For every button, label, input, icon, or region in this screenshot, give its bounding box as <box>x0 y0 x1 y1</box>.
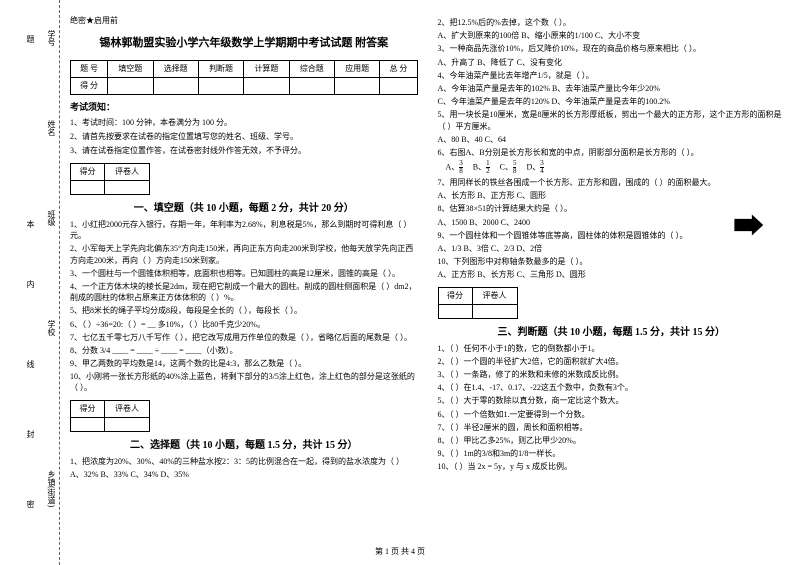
q2-1-opts: A、32% B、33% C、34% D、35% <box>70 469 418 480</box>
q1-7: 7、七亿五千零七万八千写作（ ），把它改写成用万作单位的数是（ ），省略亿后面的… <box>70 332 418 343</box>
th-5: 综合题 <box>289 60 334 77</box>
gutter-mark-2: 内 <box>25 280 36 288</box>
q2-3: 3、一种商品先涨价10%，后又降价10%，现在的商品价格与原来相比（ ）。 <box>438 43 786 54</box>
q2-5: 5、用一块长是10厘米，宽是8厘米的长方形厚纸板，剪出一个最大的正方形，这个正方… <box>438 109 786 131</box>
section-2-title: 二、选择题（共 10 小题，每题 1.5 分，共计 15 分） <box>70 438 418 453</box>
q1-6: 6、（ ）÷36=20:（ ）= __ 多10%，（ ）比80千克少20%。 <box>70 319 418 330</box>
q2-6-opts: A、38 B、12 C、58 D、34 <box>438 160 786 175</box>
secret-mark: 绝密★启用前 <box>70 15 418 27</box>
gutter-mark-3: 线 <box>25 360 36 368</box>
q2-10-opts: A、正方形 B、长方形 C、三角形 D、圆形 <box>438 269 786 280</box>
q2-6: 6、右图A、B分别是长方形长和宽的中点，阴影部分面积是长方形的（ ）。 <box>438 147 786 158</box>
q3-4: 4、（ ）在1.4、-17、0.17、-22这五个数中，负数有3个。 <box>438 382 786 393</box>
q3-5: 5、（ ）大于零的数除以真分数，商一定比这个数大。 <box>438 395 786 406</box>
gutter-label-town: 乡镇(街道) <box>46 470 57 507</box>
left-column: 绝密★启用前 锡林郭勒盟实验小学六年级数学上学期期中考试试题 附答案 题 号 填… <box>70 15 418 482</box>
score-table: 题 号 填空题 选择题 判断题 计算题 综合题 应用题 总 分 得 分 <box>70 60 418 95</box>
section-score-box-1: 得分评卷人 <box>70 163 150 195</box>
q1-2: 2、小军每天上学先向北偏东35°方向走150米，再向正东方向走200米到学校，他… <box>70 243 418 265</box>
gutter-mark-4: 封 <box>25 430 36 438</box>
gutter-label-school: 学校 <box>46 320 57 336</box>
section-3-title: 三、判断题（共 10 小题，每题 1.5 分，共计 15 分） <box>438 325 786 340</box>
th-6: 应用题 <box>335 60 380 77</box>
section-score-box-2: 得分评卷人 <box>70 400 150 432</box>
th-7: 总 分 <box>380 60 417 77</box>
q1-1: 1、小红把2000元存入银行，存期一年，年利率为2.68%，利息税是5%，那么到… <box>70 219 418 241</box>
gutter-label-id: 学号 <box>46 30 57 46</box>
q2-7: 7、用同样长的铁丝各围成一个长方形、正方形和圆，围成的（ ）的面积最大。 <box>438 177 786 188</box>
page-number: 第 1 页 共 4 页 <box>375 546 425 557</box>
gutter-label-class: 班级 <box>46 210 57 226</box>
q2-2-opts: A、扩大到原来的100倍 B、缩小原来的1/100 C、大小不变 <box>438 30 786 41</box>
notice-1: 1、考试时间：100 分钟，本卷满分为 100 分。 <box>70 117 418 129</box>
q2-4: 4、今年油菜产量比去年增产1/5，就是（ ）。 <box>438 70 786 81</box>
td-score: 得 分 <box>71 77 108 94</box>
section-score-box-3: 得分评卷人 <box>438 287 518 319</box>
q3-3: 3、（ ）一条路，修了的米数和未修的米数成反比例。 <box>438 369 786 380</box>
q3-7: 7、（ ）半径2厘米的圆，周长和面积相等。 <box>438 422 786 433</box>
notice-3: 3、请在试卷指定位置作答，在试卷密封线外作答无效，不予评分。 <box>70 145 418 157</box>
q2-3-opts: A、升高了 B、降低了 C、没有变化 <box>438 57 786 68</box>
q2-5-opts: A、80 B、40 C、64 <box>438 134 786 145</box>
q2-1: 1、把浓度为20%、30%、40%的三种盐水按2：3：5的比例混合在一起，得到的… <box>70 456 418 467</box>
th-4: 计算题 <box>244 60 289 77</box>
q2-10: 10、下列图形中对称轴条数最多的是（ ）。 <box>438 256 786 267</box>
gutter-label-name: 姓名 <box>46 120 57 136</box>
q1-4: 4、一个正方体木块的棱长是2dm，现在把它削成一个最大的圆柱。削成的圆柱侧面积是… <box>70 281 418 303</box>
q1-9: 9、甲乙两数的平均数是14，这两个数的比是4:3，那么乙数是（ ）。 <box>70 358 418 369</box>
q2-9-opts: A、1/3 B、3倍 C、2/3 D、2倍 <box>438 243 786 254</box>
q2-4-opts2: C、今年油菜产量是去年的120% D、今年油菜产量是去年的100.2% <box>438 96 786 107</box>
q3-6: 6、（ ）一个倍数如1.一定要得到一个分数。 <box>438 409 786 420</box>
q2-4-opts1: A、今年油菜产量是去年的102% B、去年油菜产量比今年少20% <box>438 83 786 94</box>
th-3: 判断题 <box>198 60 243 77</box>
q1-3: 3、一个圆柱与一个圆锥体积相等，底面积也相等。已知圆柱的高是12厘米，圆锥的高是… <box>70 268 418 279</box>
q3-1: 1、（ ）任何不小于1的数，它的倒数都小于1。 <box>438 343 786 354</box>
q1-8: 8、分数 3/4 ____ = ____ ÷ ____ = ____（小数）。 <box>70 345 418 356</box>
notice-2: 2、请首先按要求在试卷的指定位置填写您的姓名、班级、学号。 <box>70 131 418 143</box>
gutter-mark-5: 密 <box>25 500 36 508</box>
arrow-diagram <box>730 210 765 240</box>
q3-2: 2、（ ）一个圆的半径扩大2倍，它的面积就扩大4倍。 <box>438 356 786 367</box>
section-1-title: 一、填空题（共 10 小题，每题 2 分，共计 20 分） <box>70 201 418 216</box>
th-num: 题 号 <box>71 60 108 77</box>
q3-10: 10、（ ）当 2x = 5y，y 与 x 成反比例。 <box>438 461 786 472</box>
gutter-mark-1: 本 <box>25 220 36 228</box>
q1-10: 10、小刚将一张长方形纸的40%涂上蓝色，将剩下部分的3/5涂上红色，涂上红色的… <box>70 371 418 393</box>
exam-title: 锡林郭勒盟实验小学六年级数学上学期期中考试试题 附答案 <box>70 35 418 52</box>
right-column: 2、把12.5%后的%去掉，这个数（ ）。 A、扩大到原来的100倍 B、缩小原… <box>438 15 786 482</box>
notice-title: 考试须知： <box>70 101 418 115</box>
q1-5: 5、把8米长的绳子平均分成8段，每段是全长的（ ），每段长（ ）。 <box>70 305 418 316</box>
q3-9: 9、（ ）1m的3/8和3m的1/8一样长。 <box>438 448 786 459</box>
th-2: 选择题 <box>153 60 198 77</box>
th-1: 填空题 <box>108 60 153 77</box>
q2-2: 2、把12.5%后的%去掉，这个数（ ）。 <box>438 17 786 28</box>
gutter-mark-0: 题 <box>25 35 36 43</box>
q2-7-opts: A、长方形 B、正方形 C、圆形 <box>438 190 786 201</box>
binding-gutter: 学号 姓名 班级 学校 乡镇(街道) 题 本 内 线 封 密 <box>0 0 60 565</box>
q3-8: 8、（ ）甲比乙多25%，则乙比甲少20%。 <box>438 435 786 446</box>
